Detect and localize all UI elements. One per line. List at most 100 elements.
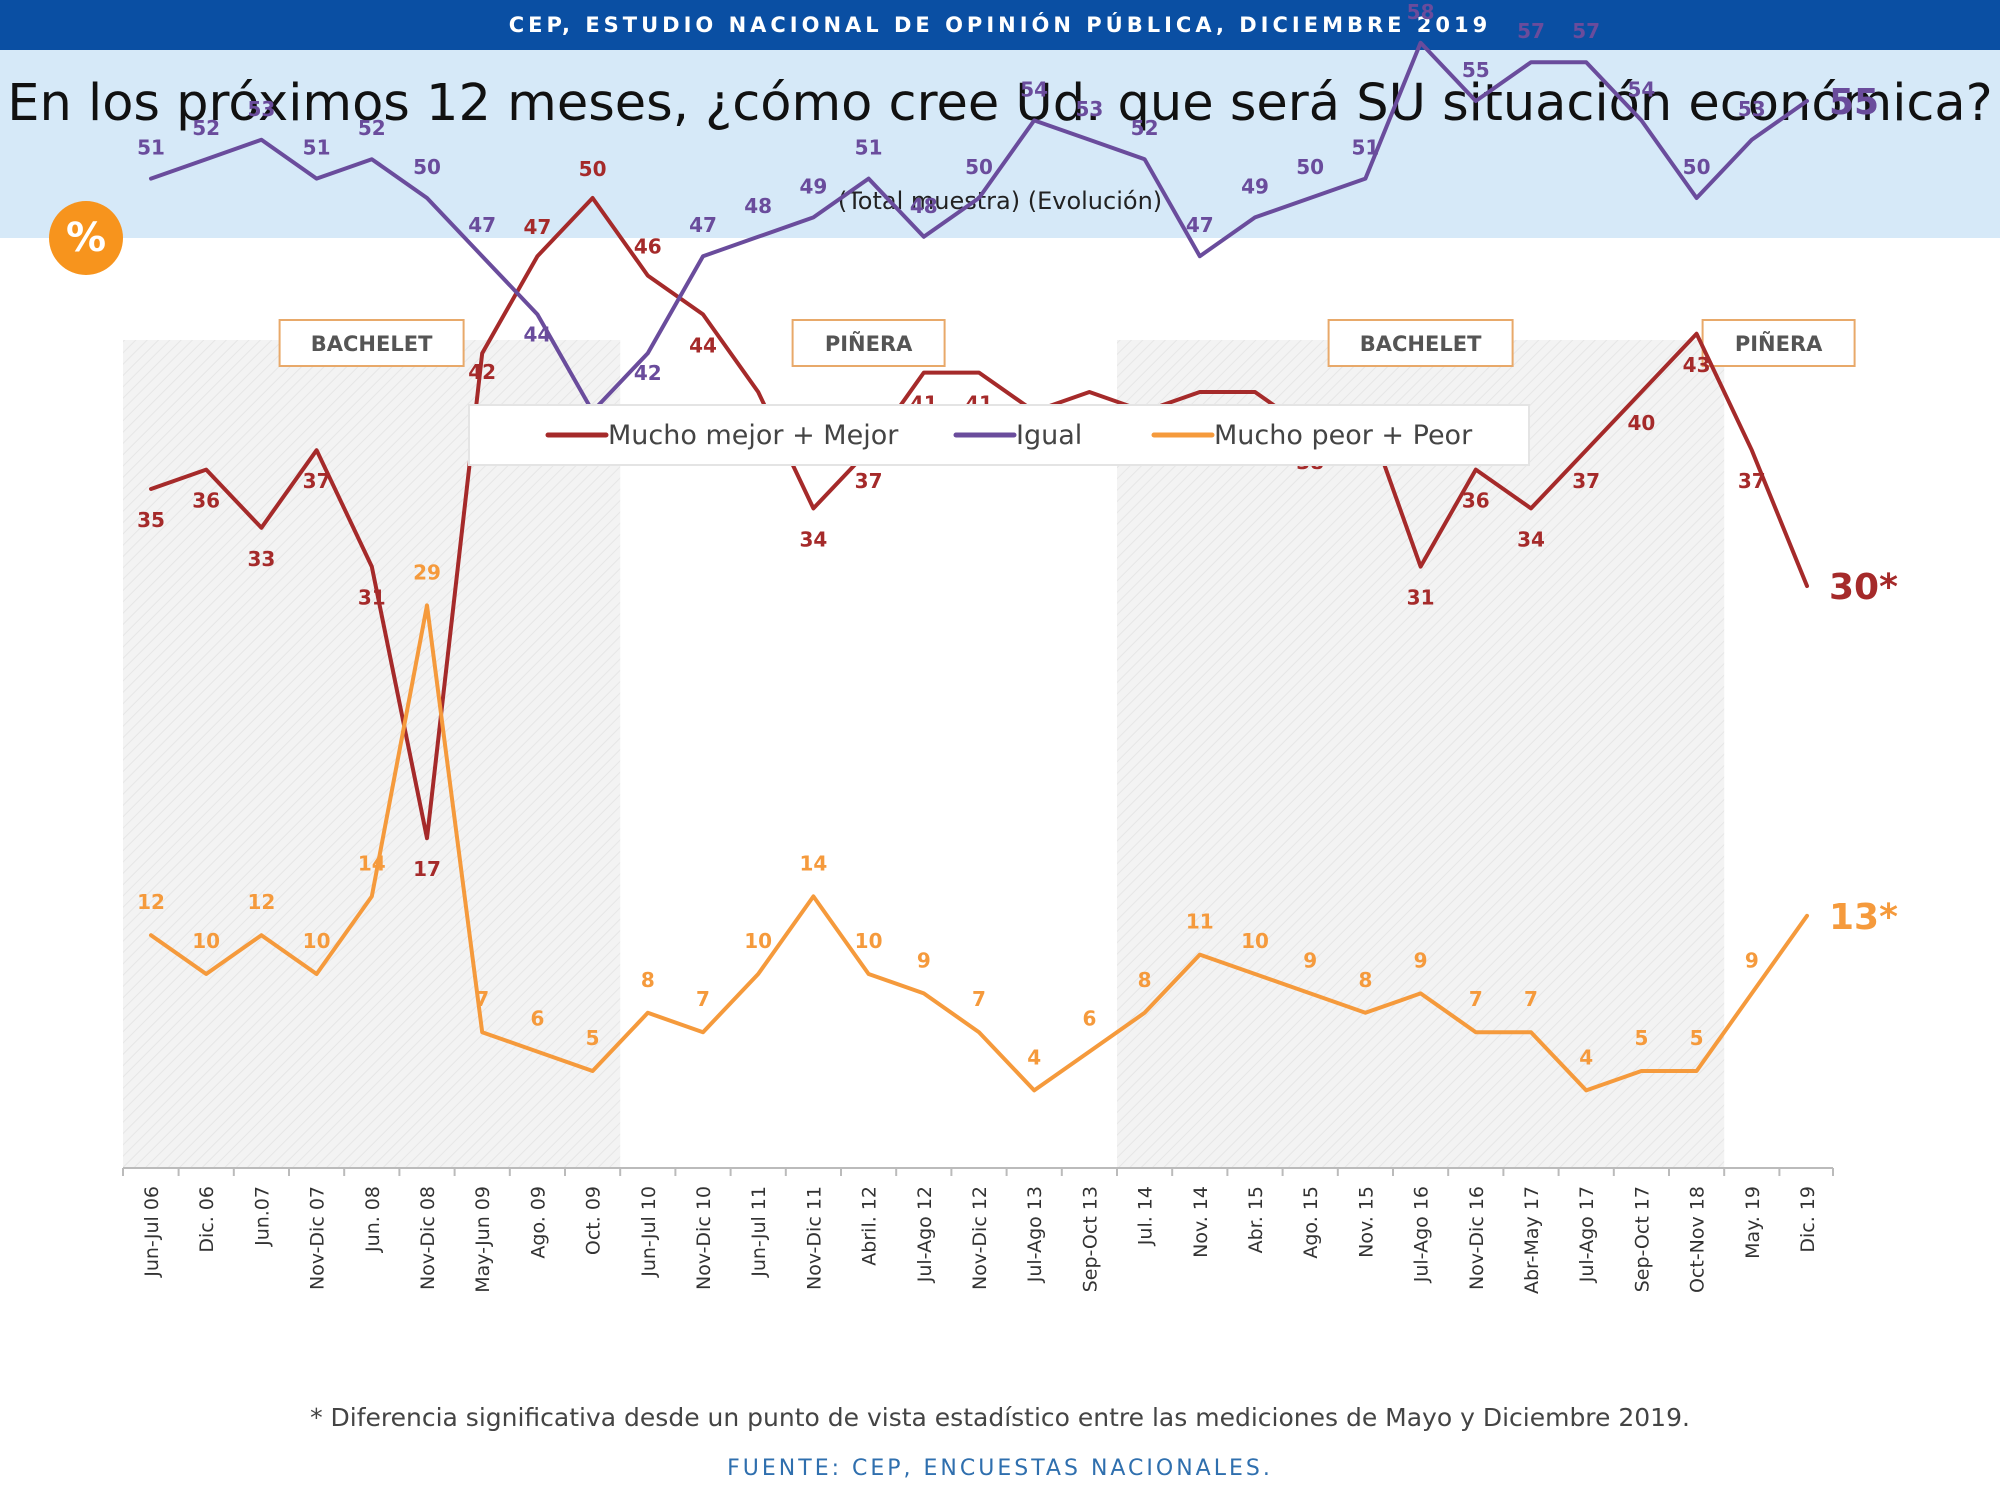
x-tick-label: Nov-Dic 11: [803, 1186, 825, 1290]
data-label-peor: 4: [1579, 1045, 1593, 1069]
x-tick-label: Jun. 08: [362, 1186, 384, 1253]
source-note: FUENTE: CEP, ENCUESTAS NACIONALES.: [727, 1456, 1273, 1481]
data-label-peor: 4: [1027, 1045, 1041, 1069]
data-label-peor: 10: [744, 929, 772, 953]
x-tick-label: Jun-Jul 11: [748, 1186, 770, 1278]
x-tick-label: Sep-Oct 17: [1631, 1186, 1653, 1292]
data-label-peor: 8: [1138, 968, 1152, 992]
data-label-igual: 52: [358, 116, 386, 140]
x-tick-label: Jun-Jul 10: [638, 1186, 660, 1278]
data-label-peor: 7: [972, 987, 986, 1011]
x-tick-label: Oct. 09: [583, 1186, 605, 1255]
data-label-peor: 14: [358, 851, 386, 875]
x-tick-label: Jul-Ago 12: [914, 1186, 936, 1283]
data-label-mejor: 31: [1407, 586, 1435, 610]
x-tick-label: Dic. 19: [1797, 1186, 1819, 1253]
data-label-igual: 51: [1351, 136, 1379, 160]
x-tick-label: Jul-Ago 13: [1024, 1186, 1046, 1283]
x-tick-label: Nov-Dic 10: [693, 1186, 715, 1290]
data-label-mejor: 17: [413, 857, 441, 881]
x-tick-label: Abril. 12: [859, 1186, 881, 1266]
x-tick-label: Nov-Dic 16: [1466, 1186, 1488, 1290]
x-tick-label: Jul. 14: [1135, 1186, 1157, 1246]
data-label-mejor: 33: [247, 547, 275, 571]
x-tick-label: Abr-May 17: [1521, 1186, 1543, 1294]
data-label-mejor: 36: [192, 489, 220, 513]
data-label-igual: 48: [744, 194, 772, 218]
x-tick-label: Nov. 15: [1355, 1186, 1377, 1258]
series-line-igual: [149, 40, 1809, 414]
data-label-peor: 7: [1524, 987, 1538, 1011]
data-label-peor: 12: [247, 890, 275, 914]
data-label-igual: 55: [1462, 58, 1490, 82]
x-tick-label: Nov-Dic 08: [417, 1186, 439, 1290]
data-label-igual: 53: [247, 97, 275, 121]
data-label-mejor: 37: [303, 469, 331, 493]
data-label-peor: 5: [586, 1026, 600, 1050]
x-tick-label: Sep-Oct 13: [1079, 1186, 1101, 1292]
data-label-peor: 14: [799, 851, 827, 875]
data-label-peor: 12: [137, 890, 165, 914]
data-label-igual: 58: [1407, 0, 1435, 24]
data-label-igual: 47: [468, 213, 496, 237]
data-label-peor: 9: [1745, 948, 1759, 972]
footnote: * Diferencia significativa desde un punt…: [310, 1403, 1690, 1432]
data-label-igual: 54: [1627, 77, 1655, 101]
x-tick-label: Nov-Dic 12: [969, 1186, 991, 1290]
x-tick-label: Jul-Ago 16: [1411, 1186, 1433, 1283]
data-label-mejor: 43: [1683, 353, 1711, 377]
title-band: [0, 50, 2000, 238]
end-label-mejor: 30*: [1829, 567, 1898, 608]
report-banner: CEP, ESTUDIO NACIONAL DE OPINIÓN PÚBLICA…: [0, 0, 2000, 50]
data-label-mejor: 37: [855, 469, 883, 493]
series-line-mejor: [149, 196, 1809, 841]
data-label-igual: 50: [1683, 155, 1711, 179]
data-label-peor: 5: [1634, 1026, 1648, 1050]
end-label-igual: 55: [1829, 82, 1879, 123]
legend-label-mejor: Mucho mejor + Mejor: [608, 420, 899, 451]
data-label-igual: 54: [1020, 77, 1048, 101]
data-label-peor: 9: [1303, 948, 1317, 972]
data-label-mejor: 37: [1572, 469, 1600, 493]
data-label-igual: 51: [303, 136, 331, 160]
data-label-igual: 50: [965, 155, 993, 179]
data-label-igual: 51: [855, 136, 883, 160]
data-label-igual: 42: [634, 361, 662, 385]
period-label-box: [791, 319, 946, 367]
data-label-peor: 7: [475, 987, 489, 1011]
data-label-mejor: 42: [468, 360, 496, 384]
x-tick-label: Nov-Dic 07: [307, 1186, 329, 1290]
data-label-mejor: 44: [689, 333, 717, 357]
x-tick-label: Nov. 14: [1190, 1186, 1212, 1258]
data-label-igual: 57: [1517, 19, 1545, 43]
x-tick-label: Oct-Nov 18: [1687, 1186, 1709, 1293]
data-label-mejor: 31: [358, 586, 386, 610]
data-label-igual: 48: [910, 194, 938, 218]
period-label-box: [1327, 319, 1514, 367]
percent-badge: %: [49, 201, 123, 275]
data-label-igual: 47: [689, 213, 717, 237]
data-label-igual: 49: [1241, 174, 1269, 198]
x-tick-label: Jun-Jul 06: [141, 1186, 163, 1278]
period-label-box: [1701, 319, 1856, 367]
data-label-peor: 6: [530, 1007, 544, 1031]
line-chart: BACHELET PIÑERA BACHELET PIÑERA Jun-Jul 06 D…: [122, 0, 1898, 1294]
data-label-mejor: 50: [579, 157, 607, 181]
data-label-peor: 9: [917, 948, 931, 972]
data-label-igual: 52: [1131, 116, 1159, 140]
legend-label-peor: Mucho peor + Peor: [1214, 420, 1473, 451]
series-line-peor: [149, 603, 1809, 1093]
x-tick-label: Ago. 15: [1300, 1186, 1322, 1259]
period-shade: [1117, 340, 1725, 1168]
data-label-peor: 10: [303, 929, 331, 953]
x-tick-label: Jun.07: [251, 1186, 273, 1247]
data-label-mejor: 35: [137, 508, 165, 532]
data-label-igual: 44: [523, 322, 551, 346]
data-label-igual: 49: [799, 174, 827, 198]
data-label-mejor: 34: [799, 527, 827, 551]
x-tick-label: May. 19: [1742, 1186, 1764, 1259]
data-label-peor: 10: [192, 929, 220, 953]
data-label-peor: 10: [1241, 929, 1269, 953]
data-label-mejor: 46: [634, 235, 662, 259]
data-label-igual: 47: [1186, 213, 1214, 237]
